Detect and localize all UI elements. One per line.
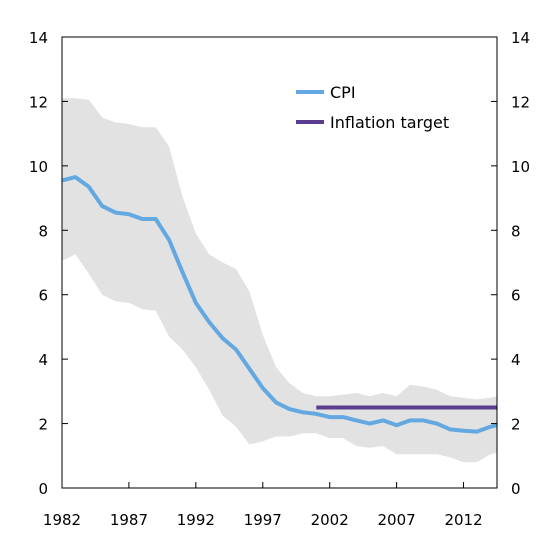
y-tick-label-left: 6	[38, 287, 48, 305]
y-tick-label-left: 4	[38, 351, 48, 369]
y-tick-label-right: 12	[511, 93, 530, 111]
x-tick-label: 1992	[177, 511, 215, 529]
y-tick-label-left: 8	[38, 222, 48, 240]
x-tick-label: 1982	[43, 511, 81, 529]
y-tick-label-left: 10	[29, 158, 48, 176]
y-tick-label-right: 2	[511, 416, 521, 434]
y-tick-label-right: 6	[511, 287, 521, 305]
y-tick-label-left: 2	[38, 416, 48, 434]
x-tick-label: 2002	[311, 511, 349, 529]
legend: CPI Inflation target	[296, 83, 449, 132]
axis-ticks-layer: 0 0 2 2 4 4 6 6 8 8 10 10 12 12 14 14 1982 1987 1992 1997 20…	[29, 29, 530, 529]
y-tick-label-right: 0	[511, 480, 521, 498]
y-tick-label-left: 12	[29, 93, 48, 111]
x-tick-label: 1987	[110, 511, 148, 529]
range-band	[62, 98, 497, 463]
cpi-line	[61, 175, 498, 434]
legend-cpi-label: CPI	[330, 83, 356, 102]
y-tick-label-right: 10	[511, 158, 530, 176]
legend-target-label: Inflation target	[330, 113, 449, 132]
y-tick-label-right: 4	[511, 351, 521, 369]
y-tick-label-right: 14	[511, 29, 530, 47]
x-tick-label: 2012	[444, 511, 482, 529]
series-line-layer	[61, 175, 498, 434]
x-tick-label: 1997	[244, 511, 282, 529]
plot-frame	[61, 36, 498, 489]
y-tick-label-right: 8	[511, 222, 521, 240]
y-tick-label-left: 0	[38, 480, 48, 498]
range-band-layer	[62, 98, 497, 463]
x-tick-label: 2007	[378, 511, 416, 529]
y-tick-label-left: 14	[29, 29, 48, 47]
